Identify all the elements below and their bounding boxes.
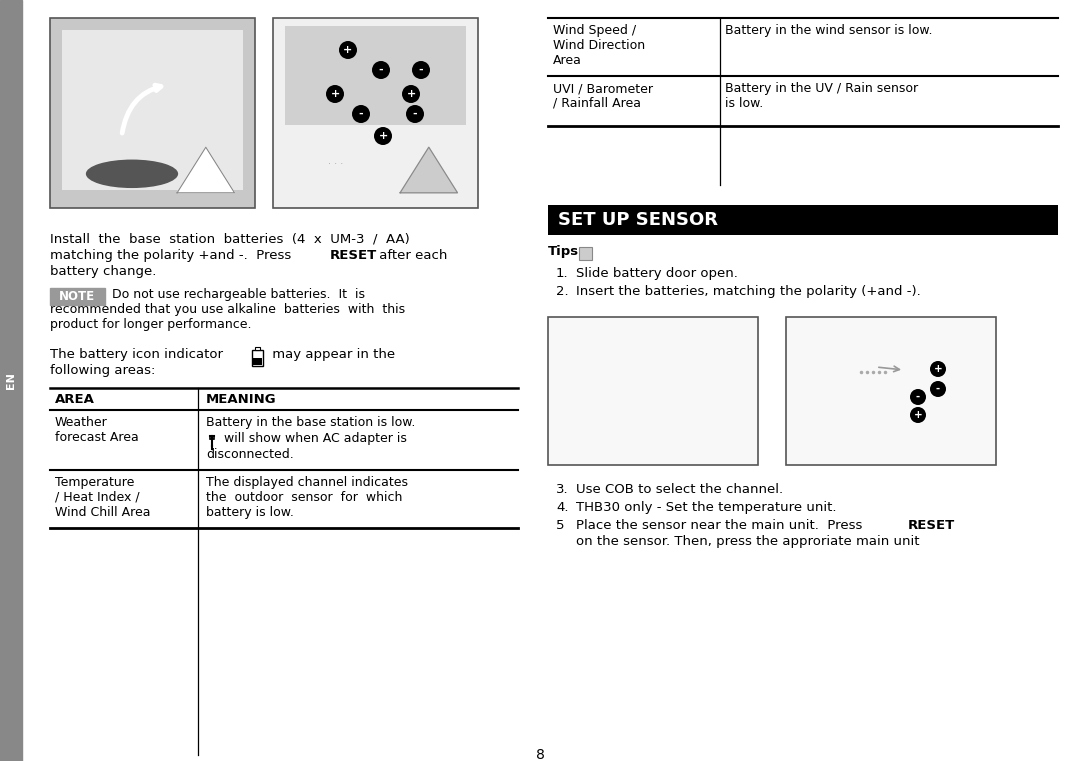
Circle shape bbox=[372, 61, 390, 79]
Bar bbox=[255, 347, 260, 350]
Polygon shape bbox=[400, 147, 458, 193]
Text: The battery icon indicator: The battery icon indicator bbox=[50, 348, 222, 361]
Text: 8: 8 bbox=[536, 748, 544, 761]
Text: +: + bbox=[406, 89, 416, 99]
Text: 4.: 4. bbox=[556, 501, 568, 514]
Text: -: - bbox=[936, 384, 940, 394]
Text: Battery in the wind sensor is low.: Battery in the wind sensor is low. bbox=[725, 24, 932, 37]
Text: EN: EN bbox=[6, 373, 16, 390]
Bar bbox=[273, 18, 478, 208]
Circle shape bbox=[339, 41, 357, 59]
Circle shape bbox=[402, 85, 420, 103]
Circle shape bbox=[910, 407, 926, 423]
Text: Battery in the base station is low.: Battery in the base station is low. bbox=[206, 416, 416, 429]
Bar bbox=[253, 358, 262, 365]
Bar bbox=[548, 317, 758, 465]
Text: Insert the batteries, matching the polarity (+and -).: Insert the batteries, matching the polar… bbox=[576, 285, 921, 298]
Bar bbox=[252, 350, 264, 366]
Text: AREA: AREA bbox=[55, 393, 95, 406]
Text: following areas:: following areas: bbox=[50, 364, 156, 377]
Circle shape bbox=[910, 389, 926, 405]
Text: 3.: 3. bbox=[556, 483, 569, 496]
Text: Do not use rechargeable batteries.  It  is: Do not use rechargeable batteries. It is bbox=[112, 288, 365, 301]
Text: Install  the  base  station  batteries  (4  x  UM-3  /  AA): Install the base station batteries (4 x … bbox=[50, 233, 409, 246]
Text: UVI / Barometer
/ Rainfall Area: UVI / Barometer / Rainfall Area bbox=[553, 82, 653, 110]
Bar bbox=[579, 247, 592, 260]
Text: +: + bbox=[914, 410, 922, 420]
Text: Temperature
/ Heat Index /
Wind Chill Area: Temperature / Heat Index / Wind Chill Ar… bbox=[55, 476, 150, 519]
Text: -: - bbox=[413, 109, 417, 119]
Text: 1.: 1. bbox=[556, 267, 569, 280]
Text: Tips: Tips bbox=[548, 245, 579, 258]
Text: -: - bbox=[359, 109, 363, 119]
Text: Slide battery door open.: Slide battery door open. bbox=[576, 267, 738, 280]
Text: may appear in the: may appear in the bbox=[268, 348, 395, 361]
Text: Wind Speed /
Wind Direction
Area: Wind Speed / Wind Direction Area bbox=[553, 24, 645, 67]
Bar bbox=[0, 0, 22, 761]
Text: after each: after each bbox=[375, 249, 447, 262]
Bar bbox=[50, 288, 105, 305]
Polygon shape bbox=[177, 147, 234, 193]
Text: -: - bbox=[379, 65, 383, 75]
Text: 2.: 2. bbox=[556, 285, 569, 298]
Text: . . .: . . . bbox=[328, 155, 343, 165]
Bar bbox=[786, 317, 996, 465]
Circle shape bbox=[374, 127, 392, 145]
Text: disconnected.: disconnected. bbox=[206, 448, 294, 461]
Bar bbox=[548, 205, 1058, 235]
Text: SET UP SENSOR: SET UP SENSOR bbox=[558, 211, 718, 229]
Text: Weather
forecast Area: Weather forecast Area bbox=[55, 416, 138, 444]
Text: 5: 5 bbox=[556, 519, 565, 532]
Circle shape bbox=[352, 105, 370, 123]
Text: battery change.: battery change. bbox=[50, 265, 157, 278]
Text: NOTE: NOTE bbox=[59, 290, 95, 303]
Text: Battery in the UV / Rain sensor
is low.: Battery in the UV / Rain sensor is low. bbox=[725, 82, 918, 110]
Bar bbox=[62, 30, 243, 190]
Text: THB30 only - Set the temperature unit.: THB30 only - Set the temperature unit. bbox=[576, 501, 837, 514]
Text: +: + bbox=[933, 364, 943, 374]
Text: +: + bbox=[330, 89, 339, 99]
Text: +: + bbox=[343, 45, 353, 55]
Text: +: + bbox=[378, 131, 388, 141]
Circle shape bbox=[406, 105, 424, 123]
Text: Place the sensor near the main unit.  Press: Place the sensor near the main unit. Pre… bbox=[576, 519, 866, 532]
Circle shape bbox=[930, 381, 946, 397]
Text: MEANING: MEANING bbox=[206, 393, 276, 406]
Circle shape bbox=[411, 61, 430, 79]
Text: recommended that you use alkaline  batteries  with  this: recommended that you use alkaline batter… bbox=[50, 303, 405, 316]
Text: will show when AC adapter is: will show when AC adapter is bbox=[220, 432, 407, 445]
Bar bbox=[50, 18, 255, 208]
Text: RESET: RESET bbox=[908, 519, 955, 532]
Text: product for longer performance.: product for longer performance. bbox=[50, 318, 252, 331]
Text: matching the polarity +and -.  Press: matching the polarity +and -. Press bbox=[50, 249, 296, 262]
Text: -: - bbox=[419, 65, 423, 75]
Bar bbox=[285, 26, 465, 125]
Ellipse shape bbox=[86, 160, 178, 188]
Text: -: - bbox=[916, 392, 920, 402]
Circle shape bbox=[326, 85, 345, 103]
Text: RESET: RESET bbox=[330, 249, 377, 262]
Text: The displayed channel indicates
the  outdoor  sensor  for  which
battery is low.: The displayed channel indicates the outd… bbox=[206, 476, 408, 519]
Text: Use COB to select the channel.: Use COB to select the channel. bbox=[576, 483, 783, 496]
Circle shape bbox=[930, 361, 946, 377]
Text: on the sensor. Then, press the approriate main unit: on the sensor. Then, press the approriat… bbox=[576, 535, 919, 548]
